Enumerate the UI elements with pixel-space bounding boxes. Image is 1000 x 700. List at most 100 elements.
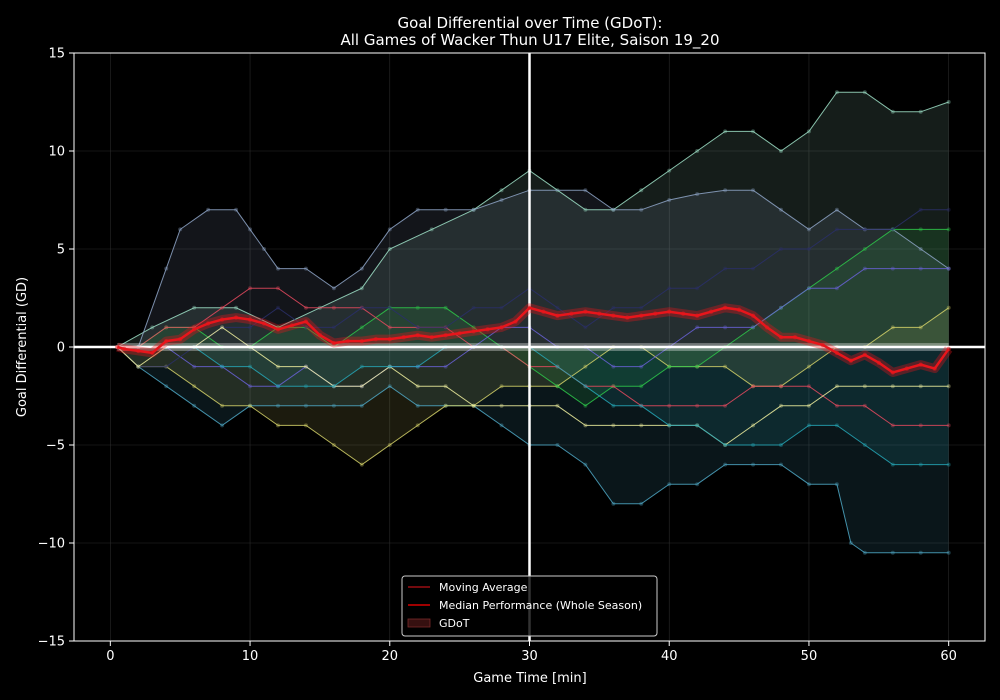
gdot-point [192,305,197,310]
y-tick-label: 5 [57,243,65,258]
gdot-point [862,550,867,555]
gdot-point [583,384,588,389]
gdot-line-0 [117,91,949,348]
gdot-point [667,403,672,408]
gdot-point [471,325,476,330]
gdot-point [946,100,951,104]
gdot-point [415,384,420,389]
y-tick-label: 15 [48,47,65,62]
gdot-point [611,364,616,369]
moving-average-point [653,311,658,316]
gdot-point [806,482,811,487]
y-tick-label: 10 [48,145,65,160]
legend-label-median: Median Performance (Whole Season) [439,599,642,612]
legend-box [401,575,658,637]
gdot-point [918,325,923,330]
gdot-point [918,423,923,428]
gdot-point [583,207,588,212]
gdot-point [639,305,644,310]
gdot-point [890,325,895,330]
gdot-point [918,207,923,212]
gdot-point [779,149,784,153]
gdot-point [946,305,951,310]
gdot-point [359,266,364,271]
moving-average-point [499,325,504,330]
moving-average-point [205,321,211,326]
gdot-point [583,364,588,369]
gdot-point [723,443,728,447]
gdot-point [443,364,448,369]
gdot-point [192,364,197,369]
gdot-point [331,443,336,447]
moving-average-point [918,362,923,367]
gdot-point [751,325,756,330]
gdot-point [611,501,616,506]
gdot-point [303,403,308,408]
moving-average-point [136,348,141,354]
moving-average-point [806,338,812,344]
gdot-point [806,286,811,291]
gdot-point [331,325,336,330]
gdot-point [331,403,336,408]
moving-average-point [191,327,197,332]
gdot-point [862,90,867,95]
moving-average-point [219,317,225,322]
x-axis-label: Game Time [min] [473,671,586,686]
gdot-point [150,325,155,330]
gdot-point [918,384,923,389]
gdot-point [667,482,672,487]
x-tick-label: 0 [106,649,114,664]
gdot-point [834,482,839,487]
moving-average-point [387,336,392,342]
moving-average-point [401,335,406,340]
gdot-point [946,462,951,467]
gdot-point [751,129,756,134]
legend: Moving Average Median Performance (Whole… [401,575,658,637]
gdot-point [723,403,728,408]
gdot-point [834,227,839,232]
gdot-point [834,384,839,389]
y-tick-label: −5 [46,439,65,454]
gdot-point [862,266,867,271]
gdot-line-1 [117,189,949,348]
gdot-point [918,266,923,271]
moving-average-point [150,350,155,356]
gdot-point [695,149,700,153]
moving-average-point [485,327,490,332]
gdot-point [499,198,504,202]
gdot-point [806,227,811,232]
gdot-point [695,403,700,408]
moving-average-point [736,307,742,312]
gdot-point [359,286,364,291]
moving-average-point [345,338,351,344]
moving-average-point [359,338,365,344]
gdot-point [862,443,867,447]
x-tick-label: 60 [940,649,957,664]
moving-average-point [247,317,253,322]
gdot-point [248,403,253,408]
gdot-point [890,384,895,389]
gdot-point [890,423,895,428]
moving-average-point [708,309,714,314]
gdot-point [667,168,672,173]
gdot-point [415,364,420,369]
moving-average-point [848,358,854,363]
gdot-point [499,403,504,408]
gdot-point [751,462,756,467]
gdot-point [834,286,839,291]
gdot-point [499,305,504,310]
gdot-point [806,384,811,389]
x-axis-ticks: 0 10 20 30 40 50 60 [106,641,957,664]
gdot-point [806,403,811,408]
moving-average-point [317,333,323,338]
gdot-point [918,550,923,555]
moving-average-point [904,366,909,371]
gdot-point [248,227,253,232]
moving-average-point [429,335,434,340]
gdot-point [834,90,839,95]
y-axis-label: Goal Differential (GD) [15,277,30,417]
gdot-point [806,364,811,369]
gdot-point [443,305,448,310]
gdot-point [779,384,784,389]
